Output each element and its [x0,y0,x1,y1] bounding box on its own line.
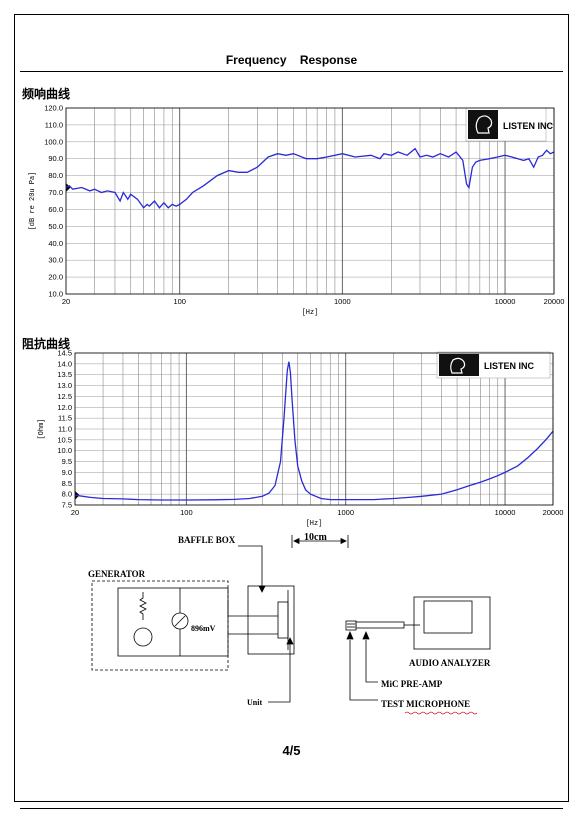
generator-circuit [117,587,229,657]
im-plot-frame [74,352,554,506]
im-y-tick-label: 8.0 [62,490,72,499]
im-x-tick-label: 100 [180,508,193,517]
im-y-tick-label: 9.5 [62,457,72,466]
fr-y-tick-label: 100.0 [44,137,63,146]
speaker-unit [277,601,289,639]
fr-x-tick-label: 100 [173,297,186,306]
fr-y-tick-label: 90.0 [48,154,63,163]
im-x-tick-label: 1000 [337,508,354,517]
im-x-tick-label: 10000 [495,508,516,517]
frequency-section-title: 频响曲线 [22,87,71,101]
mic-preamp-icon [355,621,405,629]
im-x-tick-label: 20 [71,508,79,517]
fr-plot-frame [65,107,555,295]
test-microphone-label: TEST MICROPHONE [381,699,470,709]
im-x-tick-label: 20000 [543,508,564,517]
generator-label: GENERATOR [88,569,146,579]
fr-y-tick-label: 30.0 [48,256,63,265]
bottom-divider [20,808,563,809]
voltage-label: 896mV [191,624,216,633]
fr-x-tick-label: 1000 [334,297,351,306]
im-listen-logo: LISTEN INC [436,351,551,379]
test-microphone-icon [345,620,357,631]
fr-tick-labels: 10.0 20.0 30.0 40.0 50.0 60.0 70.0 80.0 90.0 100.… [44,104,564,307]
fr-logo-text: LISTEN INC [503,121,554,131]
distance-label: 10cm [304,532,327,543]
im-y-tick-label: 13.0 [57,381,72,390]
im-x-axis-label: [Hz] [306,520,323,528]
impedance-section-title: 阻抗曲线 [22,337,71,351]
baffle-box [247,585,295,655]
fr-y-tick-label: 20.0 [48,273,63,282]
im-y-tick-label: 11.0 [58,425,72,434]
fr-series-line [65,147,555,209]
pre-amp-label: MiC PRE-AMP [381,679,443,689]
fr-y-tick-label: 70.0 [48,188,63,197]
fr-y-tick-label: 120.0 [44,104,63,113]
fr-x-tick-label: 10000 [495,297,516,306]
fr-x-axis-label: [Hz] [302,309,319,317]
im-y-tick-label: 14.0 [57,359,72,368]
head-silhouette-icon [475,115,493,134]
im-y-tick-label: 14.5 [57,349,72,358]
im-y-tick-label: 11.5 [58,414,72,423]
resistor-icon [139,592,147,620]
fr-start-marker [66,183,71,192]
fr-y-tick-label: 110.0 [45,120,63,129]
head-silhouette-icon [450,357,466,374]
fr-x-tick-label: 20000 [544,297,565,306]
im-y-tick-label: 8.5 [62,479,72,488]
fr-y-axis-label: [dB re 20u Pa] [29,172,37,231]
audio-analyzer-box [413,596,491,650]
fr-gridlines [65,107,555,295]
page-border [14,14,569,802]
im-series-line [74,361,554,501]
listen-head-icon [439,354,479,376]
unit-label: Unit [247,698,262,707]
im-y-tick-label: 12.5 [57,392,72,401]
ac-source-icon [133,627,153,647]
audio-analyzer-screen [423,600,473,634]
page-number: 4/5 [282,743,301,758]
im-y-tick-label: 10.0 [57,446,72,455]
baffle-box-label: BAFFLE BOX [178,535,236,545]
spellcheck-underline [404,711,478,715]
im-logo-text: LISTEN INC [484,361,535,371]
im-tick-labels: 7.5 8.0 8.5 9.0 9.5 10.0 10.511.0 11.5 12.0 12.5 1… [57,349,563,518]
im-y-tick-label: 13.5 [57,370,72,379]
document-title: Frequency Response [225,53,358,67]
fr-y-tick-label: 40.0 [48,239,63,248]
fr-y-tick-label: 50.0 [48,222,63,231]
audio-analyzer-label: AUDIO ANALYZER [409,658,491,668]
im-y-tick-label: 10.5 [57,435,72,444]
im-y-tick-label: 9.0 [62,468,72,477]
fr-y-tick-label: 80.0 [48,171,63,180]
fr-y-tick-label: 60.0 [48,205,63,214]
im-y-tick-label: 7.5 [62,501,72,510]
fr-listen-logo: LISTEN INC [465,107,554,142]
im-y-axis-label: [Ohm] [38,418,46,439]
listen-head-icon [468,110,498,139]
im-y-tick-label: 12.0 [57,403,72,412]
baffle-pointer-line [238,545,263,586]
fr-x-tick-label: 20 [62,297,70,306]
fr-y-tick-label: 10.0 [48,290,63,299]
unit-pointer-line [268,644,291,703]
title-divider [20,71,563,72]
